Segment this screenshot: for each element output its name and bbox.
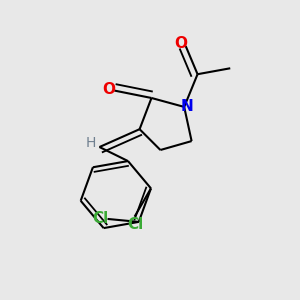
- Text: O: O: [102, 82, 115, 97]
- Text: Cl: Cl: [127, 217, 143, 232]
- Text: Cl: Cl: [92, 212, 108, 226]
- Text: O: O: [175, 35, 188, 50]
- Text: N: N: [181, 99, 194, 114]
- Text: H: H: [85, 136, 96, 150]
